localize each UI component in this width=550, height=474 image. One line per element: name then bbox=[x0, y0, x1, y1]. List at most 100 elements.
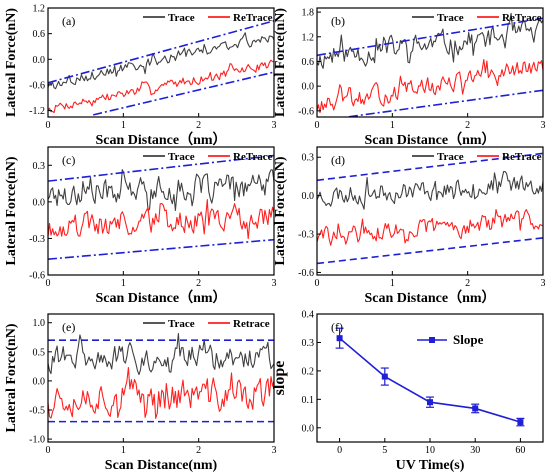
x-axis-title: Scan Distance(nm) bbox=[105, 458, 218, 473]
panel-f: 0.0 0.1 0.2 0.3 0.4 0 5 10 30 60 UV Time(s) slope (f… bbox=[271, 310, 544, 473]
y-tick-label: 0.0 bbox=[302, 191, 315, 202]
guide-line-lower bbox=[93, 71, 274, 116]
series-line-trace bbox=[48, 332, 274, 376]
x-tick-label: 0 bbox=[315, 278, 320, 289]
panel-a: -1.2 -0.6 0.0 0.6 1.2 0 1 2 3 Scan Distance（nm） La… bbox=[4, 4, 277, 149]
y-tick-label: 0.6 bbox=[33, 29, 46, 40]
x-tick-label: 0 bbox=[46, 445, 51, 456]
y-tick-label: -0.6 bbox=[298, 106, 314, 117]
y-tick-label: -0.6 bbox=[298, 268, 314, 279]
legend: Trace ReTrace bbox=[412, 12, 542, 24]
x-axis-title: Scan Distance（nm） bbox=[95, 132, 226, 148]
x-tick-label: 2 bbox=[196, 445, 201, 456]
x-tick-label: 1 bbox=[390, 120, 395, 131]
legend-label: ReTrace bbox=[233, 151, 273, 163]
y-axis-title: Lateral Force(nN) bbox=[4, 323, 19, 432]
legend: Trace ReTrace bbox=[412, 151, 542, 163]
panel-label: (e) bbox=[62, 320, 75, 334]
axes-frame bbox=[47, 146, 275, 276]
x-tick-label: 60 bbox=[515, 445, 525, 456]
y-axis-title: Lateral Force(nN) bbox=[4, 8, 19, 117]
y-tick-label: 0.3 bbox=[302, 153, 315, 164]
data-point bbox=[427, 399, 433, 406]
data-point bbox=[336, 335, 343, 342]
y-tick-label: -0.3 bbox=[29, 234, 45, 245]
y-tick-label: 1.0 bbox=[33, 318, 46, 329]
y-axis-title: Lateral Force(nN) bbox=[4, 156, 19, 265]
x-tick-label: 3 bbox=[272, 120, 277, 131]
guide-line-upper bbox=[317, 17, 543, 57]
y-tick-label: 0.0 bbox=[33, 197, 46, 208]
x-tick-label: 0 bbox=[46, 120, 51, 131]
y-tick-label: 0.1 bbox=[302, 395, 315, 406]
x-axis-title: UV Time(s) bbox=[396, 458, 465, 473]
x-tick-label: 1 bbox=[121, 445, 126, 456]
x-tick-label: 2 bbox=[465, 120, 470, 131]
y-tick-label: 0.0 bbox=[33, 55, 46, 66]
guide-line-upper bbox=[48, 20, 274, 84]
data-point bbox=[381, 373, 388, 380]
y-axis-title: Lateral Force(nN) bbox=[273, 156, 288, 265]
x-tick-label: 5 bbox=[382, 445, 387, 456]
y-tick-label: 0.0 bbox=[302, 423, 315, 434]
plot-area bbox=[317, 12, 543, 117]
x-tick-label: 2 bbox=[196, 278, 201, 289]
legend-label: Trace bbox=[168, 151, 195, 163]
panel-label: (d) bbox=[331, 153, 345, 167]
x-tick-label: 30 bbox=[470, 445, 480, 456]
series-line-trace bbox=[48, 32, 274, 90]
legend: Slope bbox=[417, 332, 484, 347]
series-line-trace bbox=[317, 171, 543, 210]
legend-label: Trace bbox=[168, 318, 195, 330]
legend-label: Trace bbox=[437, 12, 464, 24]
panel-c: -0.6 -0.3 0.0 0.3 0 1 2 3 Scan Distance（nm） Later… bbox=[4, 146, 277, 306]
axes-frame bbox=[316, 146, 544, 276]
legend-label: Trace bbox=[168, 12, 195, 24]
y-tick-label: -0.6 bbox=[29, 271, 45, 282]
x-tick-label: 3 bbox=[541, 278, 546, 289]
axes-frame bbox=[316, 7, 544, 118]
x-tick-label: 2 bbox=[465, 278, 470, 289]
y-tick-label: 0.2 bbox=[302, 366, 315, 377]
data-point bbox=[517, 419, 524, 426]
plot-area bbox=[48, 20, 274, 116]
x-axis-title: Scan Distance（nm） bbox=[95, 290, 226, 306]
y-tick-label: 0.5 bbox=[33, 347, 46, 358]
y-tick-label: -1.0 bbox=[29, 435, 45, 446]
legend-label: ReTrace bbox=[502, 151, 542, 163]
axes-frame bbox=[316, 313, 544, 443]
legend-label: ReTrace bbox=[502, 12, 542, 24]
legend-label: Retrace bbox=[233, 318, 270, 330]
plot-area bbox=[335, 327, 525, 427]
x-axis-title: Scan Distance（nm） bbox=[364, 290, 495, 306]
x-tick-label: 0 bbox=[46, 278, 51, 289]
axes-frame bbox=[47, 7, 275, 118]
x-tick-label: 3 bbox=[541, 120, 546, 131]
plot-area bbox=[48, 154, 274, 260]
y-tick-label: -1.2 bbox=[29, 106, 45, 117]
y-tick-label: -0.3 bbox=[298, 230, 314, 241]
y-tick-label: 0.6 bbox=[302, 57, 315, 68]
y-tick-label: 1.8 bbox=[302, 8, 315, 19]
x-tick-label: 1 bbox=[121, 120, 126, 131]
plot-area bbox=[317, 152, 543, 265]
x-tick-label: 10 bbox=[425, 445, 435, 456]
x-tick-label: 1 bbox=[390, 278, 395, 289]
y-tick-label: 0.3 bbox=[33, 161, 46, 172]
series-line-retrace bbox=[317, 58, 543, 114]
y-tick-label: 1.2 bbox=[33, 4, 46, 15]
guide-line-lower bbox=[317, 237, 543, 265]
series-line-slope bbox=[339, 337, 521, 423]
y-tick-label: 0.0 bbox=[33, 376, 46, 387]
y-tick-label: -0.5 bbox=[29, 406, 45, 417]
y-tick-label: 0.3 bbox=[302, 338, 315, 349]
panel-d: -0.6 -0.3 0.0 0.3 0 1 2 3 Scan Distance（nm） Later… bbox=[273, 146, 546, 306]
y-tick-label: -0.6 bbox=[29, 80, 45, 91]
x-tick-label: 1 bbox=[121, 278, 126, 289]
x-tick-label: 2 bbox=[196, 120, 201, 131]
series-line-retrace bbox=[48, 366, 274, 419]
series-line-trace bbox=[317, 12, 543, 69]
y-axis-title: slope bbox=[271, 361, 288, 396]
guide-line-upper bbox=[317, 152, 543, 182]
